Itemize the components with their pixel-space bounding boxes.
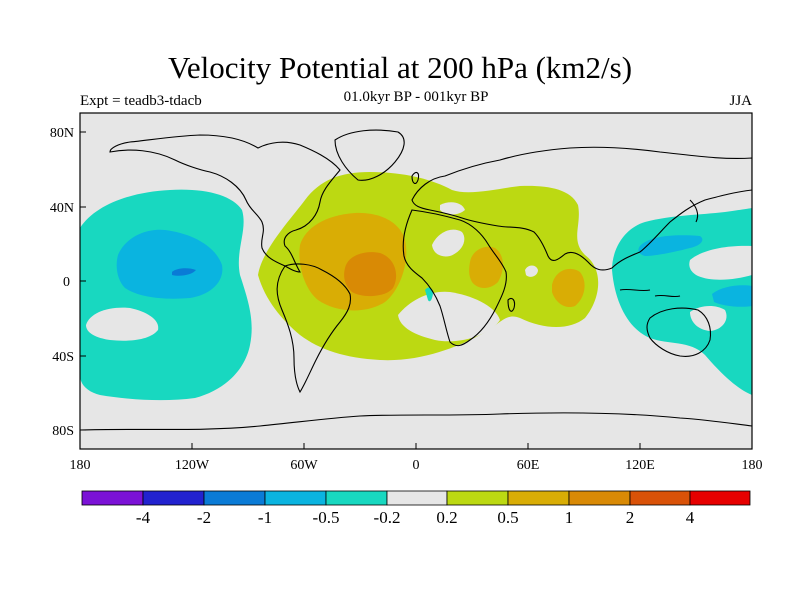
lon-label-120w: 120W (175, 458, 210, 473)
lon-tick-labels: 180 120W 60W 0 60E 120E 180 (70, 458, 763, 473)
lat-label-40s: 40S (52, 350, 74, 365)
contour-west-pacific-neg05-b (712, 285, 752, 307)
colorbar-label-10: 4 (686, 508, 695, 527)
lon-label-180-left: 180 (70, 458, 91, 473)
contour-pacific-neg1 (172, 268, 196, 276)
lat-label-80n: 80N (50, 126, 74, 141)
coast-south-america (276, 263, 352, 394)
colorbar-box-9 (568, 490, 631, 506)
experiment-label: Expt = teadb3-tdacb (80, 93, 202, 109)
coast-antarctica (80, 412, 752, 431)
colorbar-label-1: -4 (136, 508, 151, 527)
axis-ticks (80, 131, 641, 449)
coast-indonesia (619, 288, 681, 298)
contour-atlantic-pos1 (344, 252, 397, 297)
contour-pacific-neg05 (116, 229, 223, 299)
plot-subtitle: 01.0kyr BP - 001kyr BP (343, 89, 489, 105)
season-label: JJA (729, 93, 752, 109)
lat-label-40n: 40N (50, 201, 74, 216)
coast-africa (402, 209, 507, 347)
coast-japan (689, 199, 699, 223)
contour-gap-south-atlantic (398, 291, 500, 342)
colorbar-box-11 (689, 490, 751, 506)
lon-label-60w: 60W (290, 458, 318, 473)
contour-gap-north-pacific (689, 245, 752, 280)
colorbar-box-3 (203, 490, 266, 506)
contour-west-pacific-neg05-a (638, 235, 703, 256)
colorbar-box-7 (446, 490, 509, 506)
coast-madagascar (507, 297, 516, 312)
contour-gap-north-africa (440, 202, 465, 215)
colorbar-label-9: 2 (626, 508, 635, 527)
colorbar-box-6 (386, 490, 448, 506)
colorbar-box-5 (325, 490, 388, 506)
lon-label-120e: 120E (625, 458, 655, 473)
contour-fill-layer (80, 172, 752, 401)
contour-mid-atlantic-neg02 (425, 287, 433, 302)
plot-title: Velocity Potential at 200 hPa (km2/s) (167, 50, 633, 85)
colorbar-label-7: 0.5 (497, 508, 518, 527)
contour-indian-ocean-pos05 (552, 268, 585, 308)
coastlines-layer (80, 129, 752, 431)
coast-north-america (109, 134, 341, 273)
contour-gap-mideast (432, 229, 465, 257)
contour-east-africa-pos05 (469, 246, 503, 288)
colorbar-label-4: -0.5 (313, 508, 340, 527)
colorbar: -4 -2 -1 -0.5 -0.2 0.2 0.5 1 2 4 (81, 490, 751, 527)
coast-australia (646, 307, 712, 357)
colorbar-box-1 (81, 490, 144, 506)
colorbar-box-2 (142, 490, 205, 506)
lon-label-0: 0 (413, 458, 420, 473)
contour-gap-arabian-sea (525, 265, 538, 277)
coast-eurasia (411, 146, 752, 271)
contour-gap-east-pacific (86, 307, 159, 341)
colorbar-label-8: 1 (565, 508, 574, 527)
colorbar-box-8 (507, 490, 570, 506)
colorbar-label-6: 0.2 (436, 508, 457, 527)
coast-greenland (334, 129, 405, 181)
colorbar-label-5: -0.2 (374, 508, 401, 527)
colorbar-label-3: -1 (258, 508, 272, 527)
lon-label-60e: 60E (517, 458, 540, 473)
lon-label-180-right: 180 (742, 458, 763, 473)
lat-label-80s: 80S (52, 424, 74, 439)
lat-tick-labels: 80N 40N 0 40S 80S (50, 126, 74, 439)
contour-gap-south-pacific (690, 306, 727, 331)
coast-uk (411, 171, 420, 185)
colorbar-label-2: -2 (197, 508, 211, 527)
colorbar-box-4 (264, 490, 327, 506)
lat-label-0: 0 (63, 275, 70, 290)
colorbar-box-10 (629, 490, 691, 506)
